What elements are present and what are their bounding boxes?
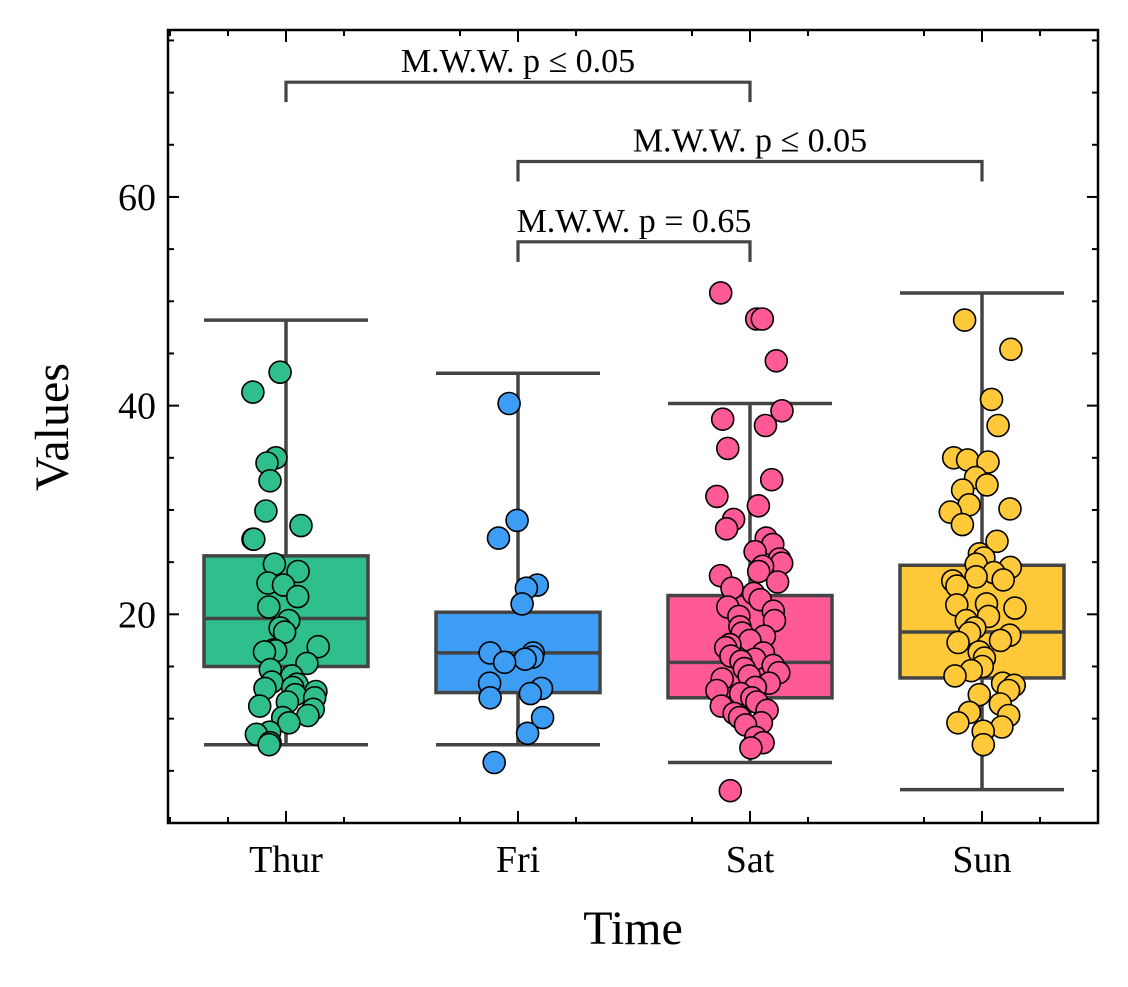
annotation-layer: M.W.W. p ≤ 0.05 M.W.W. p ≤ 0.05 M.W.W. p =… <box>284 43 984 262</box>
significance-bracket <box>516 240 752 262</box>
data-point <box>739 736 763 760</box>
data-point <box>515 721 540 746</box>
data-point <box>764 348 789 373</box>
point-layer <box>241 281 1027 803</box>
data-point <box>256 595 281 619</box>
significance-bracket <box>284 80 752 103</box>
x-tick-label: Thur <box>249 839 323 881</box>
data-point <box>985 529 1009 554</box>
data-point <box>254 499 278 523</box>
data-point <box>530 705 555 730</box>
x-tick-label: Fri <box>496 839 540 881</box>
data-point <box>946 710 970 735</box>
data-point <box>510 592 534 616</box>
data-point <box>242 527 266 552</box>
whisker-layer <box>204 291 1064 792</box>
data-point <box>952 308 977 332</box>
data-point <box>289 513 313 538</box>
data-point <box>746 559 771 584</box>
data-point <box>991 568 1016 592</box>
data-point <box>988 628 1013 653</box>
data-point <box>976 450 1000 474</box>
data-point <box>478 685 502 710</box>
data-point <box>268 360 292 385</box>
significance-label: M.W.W. p ≤ 0.05 <box>401 43 635 80</box>
data-point <box>950 512 975 537</box>
data-point <box>999 337 1023 362</box>
data-point <box>943 664 967 688</box>
data-point <box>714 516 739 541</box>
box-layer <box>202 554 1066 700</box>
significance-label: M.W.W. p ≤ 0.05 <box>633 122 867 159</box>
x-tick-label: Sun <box>952 839 1011 881</box>
data-point <box>946 630 970 655</box>
data-point <box>759 467 784 492</box>
data-point <box>486 526 511 550</box>
data-point <box>971 732 996 757</box>
data-point <box>277 710 301 735</box>
y-axis-label: Values <box>26 363 79 491</box>
data-point <box>753 413 778 438</box>
data-point <box>492 650 517 675</box>
data-point <box>513 647 537 672</box>
data-point <box>295 651 319 676</box>
data-point <box>746 493 771 518</box>
data-point <box>241 380 265 404</box>
data-point <box>505 508 529 533</box>
plot-frame <box>166 28 1100 825</box>
y-tick-label: 60 <box>118 177 156 219</box>
data-point <box>967 682 992 707</box>
data-point <box>497 391 521 416</box>
x-axis-label: Time <box>583 902 683 955</box>
data-point <box>979 387 1004 412</box>
data-point <box>247 694 272 718</box>
data-point <box>765 570 790 594</box>
data-point <box>750 307 775 331</box>
y-axis: 20 40 60 <box>118 39 1098 824</box>
y-tick-label: 20 <box>118 594 156 636</box>
data-point <box>306 634 331 659</box>
data-point <box>705 484 729 509</box>
data-point <box>518 681 543 706</box>
data-point <box>998 497 1022 521</box>
data-point <box>710 407 735 432</box>
data-point <box>708 281 733 305</box>
data-point <box>286 559 310 584</box>
data-point <box>770 398 794 423</box>
data-point <box>258 468 282 493</box>
x-tick-label: Sat <box>726 839 775 881</box>
x-axis: Thur Fri Sat Sun <box>169 30 1041 881</box>
significance-bracket <box>516 159 984 182</box>
data-point <box>1003 596 1027 620</box>
data-point <box>975 473 999 497</box>
data-point <box>986 413 1010 438</box>
significance-label: M.W.W. p = 0.65 <box>517 203 752 240</box>
data-point <box>715 436 740 461</box>
data-point <box>718 778 743 803</box>
data-point <box>482 750 507 775</box>
data-point <box>257 732 281 757</box>
data-point <box>285 584 310 609</box>
data-point <box>964 564 988 589</box>
y-tick-label: 40 <box>118 386 156 428</box>
